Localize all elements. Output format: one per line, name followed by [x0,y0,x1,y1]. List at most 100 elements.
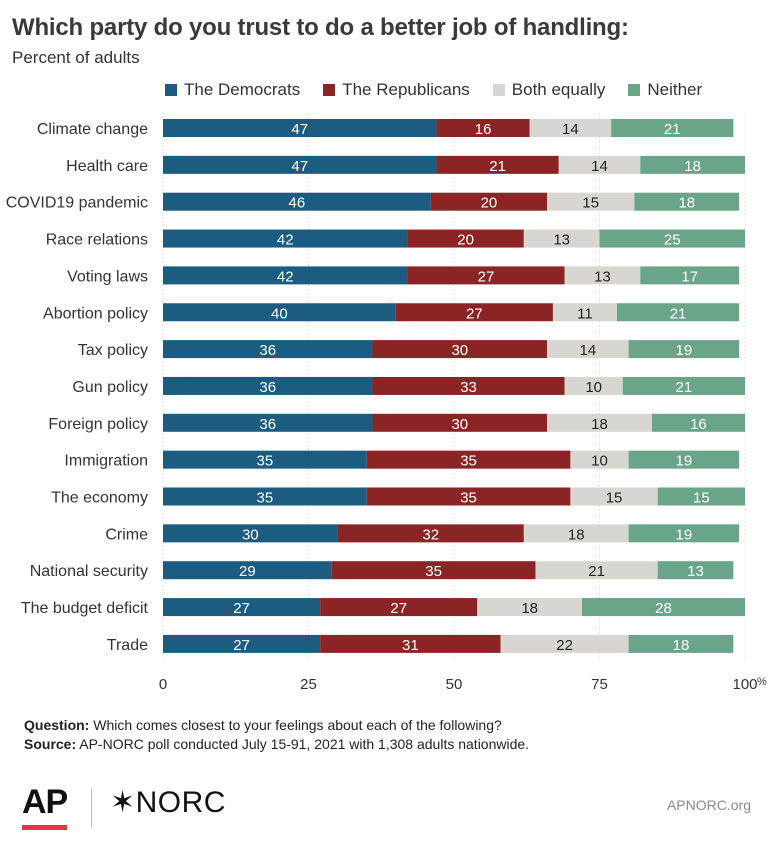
bar-the-democrats-immigration [163,450,367,469]
bar-neither-foreign-policy [651,413,745,432]
bar-neither-climate-change [611,119,734,137]
bar-both-equally-crime [523,524,629,543]
bar-both-equally-foreign-policy [547,413,652,432]
data-label-the-republicans-covid19-pandemic: 20 [481,195,498,212]
bar-the-democrats-crime [163,524,338,543]
legend: The Democrats The Republicans Both equal… [165,78,725,102]
bar-the-republicans-voting-laws [407,266,565,285]
bar-the-democrats-the-economy [163,487,367,506]
data-label-neither-immigration: 19 [676,453,693,470]
chart-subtitle: Percent of adults [12,48,140,67]
data-label-neither-health-care: 18 [684,158,701,175]
data-label-the-democrats-immigration: 35 [257,453,274,470]
bar-the-republicans-crime [337,524,524,543]
legend-label-neither: Neither [647,80,703,99]
bar-neither-voting-laws [640,266,740,285]
data-label-both-equally-foreign-policy: 18 [591,416,608,433]
bar-the-republicans-gun-policy [372,376,565,395]
legend-item-democrats: The Democrats [165,80,300,100]
legend-item-neither: Neither [628,80,702,100]
data-label-both-equally-immigration: 10 [591,453,608,470]
legend-label-both-equally: Both equally [511,80,606,99]
category-label-covid19-pandemic: COVID19 pandemic [6,195,148,212]
bar-neither-the-economy [657,487,745,506]
data-label-the-republicans-the-budget-deficit: 27 [390,600,407,617]
data-label-both-equally-race-relations: 13 [553,232,570,249]
data-label-the-democrats-abortion-policy: 40 [271,305,288,322]
bar-both-equally-the-economy [570,487,658,506]
bar-the-democrats-gun-policy [163,376,373,395]
category-label-gun-policy: Gun policy [72,379,148,396]
x-tick-suffix: % [757,676,767,688]
bar-the-democrats-foreign-policy [163,413,373,432]
legend-label-democrats: The Democrats [184,80,301,99]
category-label-abortion-policy: Abortion policy [43,305,148,322]
x-tick-label-100: 100 [732,676,757,693]
data-label-the-democrats-covid19-pandemic: 46 [289,195,306,212]
data-label-both-equally-the-economy: 15 [606,490,623,507]
category-label-tax-policy: Tax policy [78,342,148,359]
bar-neither-tax-policy [628,340,740,359]
data-label-both-equally-trade: 22 [556,637,573,654]
footnote-source: Source: AP-NORC poll conducted July 15-9… [24,736,529,752]
bar-both-equally-immigration [570,450,629,469]
data-label-the-republicans-gun-policy: 33 [460,379,477,396]
data-label-the-democrats-national-security: 29 [239,563,256,580]
data-label-the-republicans-health-care: 21 [489,158,506,175]
bar-the-republicans-the-economy [366,487,571,506]
x-tick-label-0: 0 [159,676,167,693]
legend-swatch-democrats [165,84,177,96]
legend-label-republicans: The Republicans [342,80,470,99]
bar-the-republicans-national-security [331,561,536,580]
data-label-neither-the-economy: 15 [693,490,710,507]
category-label-trade: Trade [107,637,148,654]
data-label-the-republicans-the-economy: 35 [460,490,477,507]
data-label-neither-tax-policy: 19 [676,342,693,359]
bar-the-republicans-race-relations [407,229,524,248]
data-label-the-democrats-trade: 27 [233,637,250,654]
bar-both-equally-national-security [535,561,658,580]
bar-neither-crime [628,524,740,543]
bar-the-democrats-tax-policy [163,340,373,359]
data-label-the-republicans-tax-policy: 30 [451,342,468,359]
legend-swatch-republicans [323,84,336,96]
x-tick-label-75: 75 [591,676,608,693]
source-text: AP-NORC poll conducted July 15-91, 2021 … [76,736,530,752]
data-label-neither-trade: 18 [673,637,690,654]
ap-logo-underline [22,825,67,830]
logo-divider [91,788,92,828]
bar-both-equally-abortion-policy [552,303,617,322]
credit-url: APNORC.org [666,797,751,813]
data-label-the-democrats-the-budget-deficit: 27 [233,600,250,617]
bar-neither-abortion-policy [616,303,740,322]
bar-the-democrats-climate-change [163,119,437,137]
data-label-both-equally-covid19-pandemic: 15 [582,195,599,212]
bar-neither-gun-policy [622,376,745,395]
category-label-race-relations: Race relations [46,232,148,249]
data-label-the-democrats-race-relations: 42 [277,232,294,249]
data-label-neither-national-security: 13 [687,563,704,580]
bar-neither-covid19-pandemic [634,192,740,211]
data-label-the-republicans-abortion-policy: 27 [466,305,483,322]
data-label-the-republicans-foreign-policy: 30 [451,416,468,433]
data-label-neither-climate-change: 21 [664,121,681,138]
stacked-bar-chart: Climate change 47 16 14 21 Health care 47 21 14 1… [6,113,767,693]
data-label-neither-gun-policy: 21 [676,379,693,396]
bar-the-democrats-abortion-policy [163,303,396,322]
data-label-both-equally-health-care: 14 [591,158,608,175]
category-label-health-care: Health care [66,158,148,175]
data-label-both-equally-climate-change: 14 [562,121,579,138]
legend-swatch-both-equally [492,84,505,96]
x-tick-label-50: 50 [446,676,463,693]
data-label-the-democrats-the-economy: 35 [257,490,274,507]
bar-both-equally-covid19-pandemic [547,192,635,211]
data-label-neither-voting-laws: 17 [681,268,698,285]
bar-both-equally-gun-policy [564,376,623,395]
data-label-both-equally-tax-policy: 14 [580,342,597,359]
bar-neither-immigration [628,450,740,469]
bar-the-republicans-foreign-policy [372,413,548,432]
bar-the-republicans-abortion-policy [395,303,553,322]
norc-logo: ✶NORC [110,786,226,819]
data-label-both-equally-national-security: 21 [588,563,605,580]
x-tick-label-25: 25 [300,676,317,693]
